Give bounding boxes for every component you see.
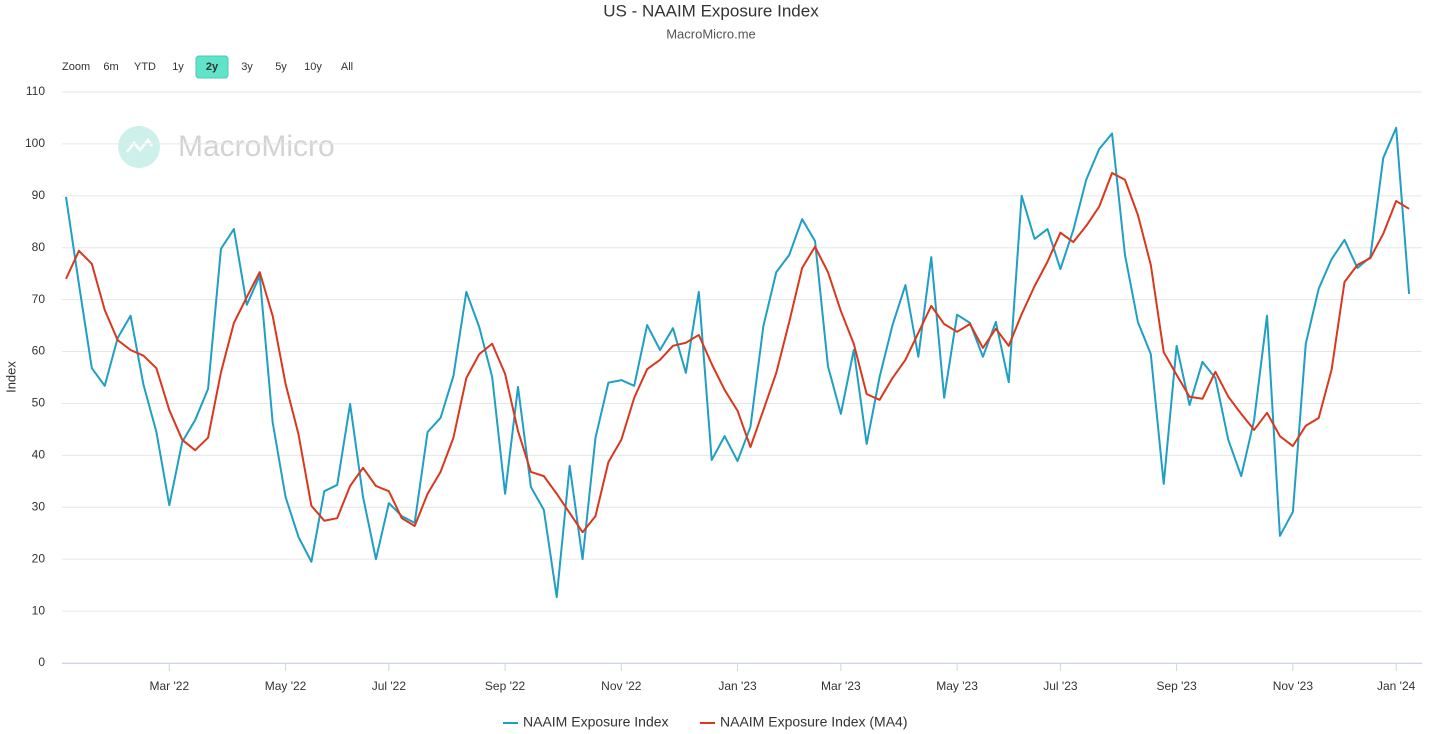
range-button[interactable]: 3y [231,56,263,78]
range-button-label[interactable]: 1y [172,61,184,73]
x-tick-label: Jan '24 [1377,679,1416,693]
y-tick-label: 50 [32,396,46,410]
y-axis-title: Index [3,361,18,393]
y-tick-label: 60 [32,344,46,358]
chart-subtitle: MacroMicro.me [666,26,756,41]
series-line [65,171,1410,534]
y-tick-label: 40 [32,448,46,462]
y-tick-label: 10 [32,603,46,617]
y-tick-label: 0 [38,655,45,669]
legend-label[interactable]: NAAIM Exposure Index [523,714,669,730]
y-tick-label: 80 [32,240,46,254]
range-button-label[interactable]: 6m [103,61,118,73]
x-tick-label: Jul '22 [372,679,407,693]
range-button[interactable]: 6m [95,56,127,78]
chart-title: US - NAAIM Exposure Index [603,1,819,20]
legend-item[interactable]: NAAIM Exposure Index (MA4) [700,714,908,730]
x-tick-label: Nov '23 [1273,679,1314,693]
range-button-label[interactable]: 10y [304,61,322,73]
y-tick-label: 110 [26,84,45,98]
x-tick-label: Mar '23 [821,679,861,693]
x-tick-label: May '23 [936,679,978,693]
y-tick-label: 30 [32,499,46,513]
range-button[interactable]: 10y [297,56,329,78]
x-tick-label: May '22 [265,679,307,693]
watermark-text: MacroMicro [178,130,335,163]
y-tick-label: 90 [32,188,46,202]
range-button-label[interactable]: YTD [134,61,156,73]
y-tick-label: 100 [25,136,45,150]
x-tick-label: Jul '23 [1043,679,1078,693]
range-button[interactable]: All [331,56,363,78]
range-button[interactable]: YTD [129,56,161,78]
range-button-bg[interactable] [195,55,229,79]
range-button-label[interactable]: 2y [206,61,219,73]
range-button-label[interactable]: 3y [241,61,253,73]
y-tick-label: 20 [32,551,46,565]
legend-item[interactable]: NAAIM Exposure Index [503,714,669,730]
series-line [65,126,1411,599]
x-tick-label: Sep '23 [1156,679,1197,693]
watermark-logo-mark [126,137,154,153]
y-tick-label: 70 [32,292,46,306]
zoom-label: Zoom [62,61,90,73]
x-tick-label: Nov '22 [601,679,642,693]
range-button-label[interactable]: All [341,61,353,73]
range-button[interactable]: 2y [195,55,229,79]
watermark: MacroMicro [118,126,335,168]
range-button-label[interactable]: 5y [275,61,287,73]
x-tick-label: Sep '22 [485,679,526,693]
x-tick-label: Jan '23 [718,679,757,693]
x-tick-label: Mar '22 [149,679,189,693]
range-button[interactable]: 5y [265,56,297,78]
range-button[interactable]: 1y [162,56,194,78]
legend-label[interactable]: NAAIM Exposure Index (MA4) [720,714,908,730]
